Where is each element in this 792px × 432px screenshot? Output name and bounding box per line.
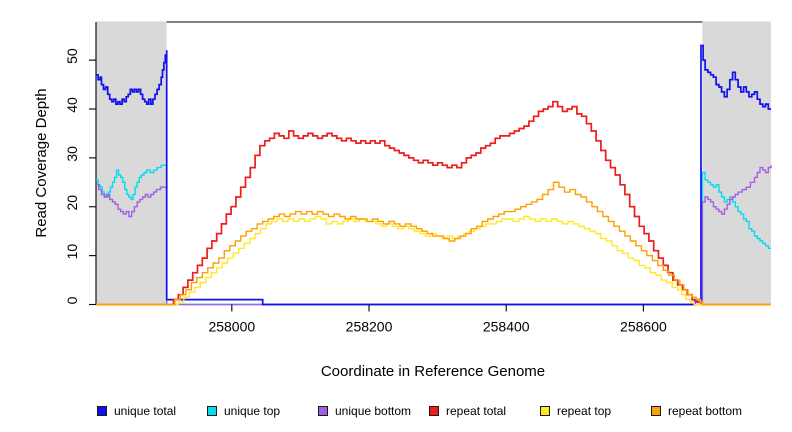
legend: unique total unique top unique bottom repea…	[0, 402, 792, 422]
legend-item-repeat-bottom: repeat bottom	[651, 404, 742, 418]
legend-item-unique-total: unique total	[97, 404, 176, 418]
shaded-region-left	[96, 21, 167, 304]
y-tick-label: 20	[64, 195, 80, 211]
series-line-unique-top	[96, 164, 771, 306]
legend-label: unique bottom	[335, 404, 412, 418]
plot-axes-layer	[95, 21, 771, 306]
y-tick-label: 50	[64, 48, 80, 64]
y-tick-label: 30	[64, 146, 80, 162]
legend-swatch-icon	[207, 406, 217, 416]
legend-label: repeat top	[557, 404, 612, 418]
y-tick-label: 0	[64, 296, 80, 304]
plot-series-layer	[96, 44, 772, 306]
shaded-region-right	[702, 21, 771, 304]
x-axis-title: Coordinate in Reference Genome	[321, 363, 545, 380]
legend-swatch-icon	[651, 406, 661, 416]
legend-swatch-icon	[429, 406, 439, 416]
legend-item-repeat-top: repeat top	[540, 404, 611, 418]
legend-label: repeat total	[446, 404, 507, 418]
x-tick-label: 258600	[620, 319, 667, 335]
legend-label: unique top	[224, 404, 281, 418]
series-line-repeat-total	[96, 100, 771, 306]
legend-item-repeat-total: repeat total	[429, 404, 506, 418]
legend-swatch-icon	[318, 406, 328, 416]
legend-swatch-icon	[97, 406, 107, 416]
series-line-unique-total	[96, 44, 771, 306]
legend-item-unique-top: unique top	[207, 404, 280, 418]
x-tick-label: 258200	[346, 319, 393, 335]
x-tick-label: 258000	[208, 319, 255, 335]
legend-item-unique-bottom: unique bottom	[318, 404, 411, 418]
y-axis-title: Read Coverage Depth	[33, 88, 50, 237]
plot-ticks-layer: 258000 258200 258400 258600 0 10 20 30 40 50	[64, 48, 667, 334]
legend-label: repeat bottom	[668, 404, 743, 418]
series-line-repeat-top	[96, 215, 771, 306]
legend-swatch-icon	[540, 406, 550, 416]
y-tick-label: 40	[64, 97, 80, 113]
x-tick-label: 258400	[483, 319, 530, 335]
legend-label: unique total	[114, 404, 177, 418]
y-tick-label: 10	[64, 244, 80, 260]
series-line-repeat-bottom	[96, 181, 771, 306]
